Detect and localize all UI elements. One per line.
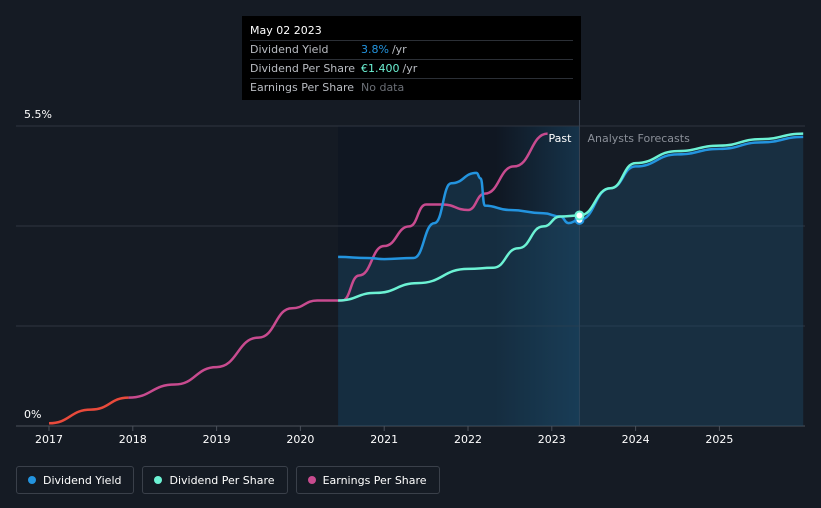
x-tick-label: 2022 (454, 433, 482, 446)
axis-labels: 5.5% 0% Past Analysts Forecasts 2017 2018 2019… (24, 108, 733, 446)
earnings-per-share-line-early (48, 396, 129, 425)
tooltip-label: Dividend Per Share (250, 62, 356, 75)
legend-item-dividend-per-share[interactable]: Dividend Per Share (142, 466, 288, 494)
y-axis-bottom-label: 0% (24, 408, 41, 421)
x-tick-label: 2024 (622, 433, 650, 446)
dividend-per-share-marker (574, 210, 585, 221)
x-tick-label: 2019 (203, 433, 231, 446)
legend: Dividend Yield Dividend Per Share Earnin… (16, 466, 440, 494)
forecast-label: Analysts Forecasts (587, 132, 690, 145)
area-fills (338, 136, 804, 426)
legend-label: Dividend Yield (43, 473, 122, 487)
legend-item-dividend-yield[interactable]: Dividend Yield (16, 466, 135, 494)
x-tick-label: 2020 (286, 433, 314, 446)
dividend-yield-area (338, 136, 804, 426)
past-label: Past (549, 132, 573, 145)
series-lines (48, 132, 804, 425)
recent-period-highlight (495, 126, 580, 426)
tooltip-value: €1.400 (361, 62, 400, 75)
legend-label: Earnings Per Share (322, 473, 427, 487)
legend-label: Dividend Per Share (169, 473, 275, 487)
grid-lines (16, 100, 805, 431)
tooltip-row-dividend-yield: Dividend Yield 3.8% /yr (250, 40, 573, 59)
x-tick-label: 2025 (705, 433, 733, 446)
x-tick-label: 2017 (35, 433, 63, 446)
legend-dot-icon (28, 476, 36, 484)
legend-dot-icon (154, 476, 163, 484)
tooltip-value: 3.8% (361, 43, 389, 56)
plot-background (338, 126, 580, 426)
tooltip-row-dividend-per-share: Dividend Per Share €1.400 /yr (250, 59, 573, 78)
x-tick-label: 2023 (538, 433, 566, 446)
tooltip-unit: /yr (402, 62, 418, 75)
legend-item-earnings-per-share[interactable]: Earnings Per Share (295, 466, 440, 494)
tooltip-date: May 02 2023 (250, 24, 322, 37)
dividend-yield-line (338, 135, 804, 261)
tooltip: May 02 2023 Dividend Yield 3.8% /yr Divi… (242, 16, 581, 100)
dividend-per-share-line (338, 132, 804, 302)
tooltip-value: No data (361, 81, 405, 94)
tooltip-label: Dividend Yield (250, 43, 329, 56)
markers (574, 210, 585, 225)
x-tick-label: 2021 (370, 433, 398, 446)
x-tick-label: 2018 (119, 433, 147, 446)
legend-dot-icon (307, 476, 316, 484)
earnings-per-share-line (128, 132, 548, 399)
tooltip-unit: /yr (391, 43, 407, 56)
tooltip-row-earnings-per-share: Earnings Per Share No data (250, 78, 573, 97)
y-axis-top-label: 5.5% (24, 108, 52, 121)
tooltip-label: Earnings Per Share (250, 81, 355, 94)
